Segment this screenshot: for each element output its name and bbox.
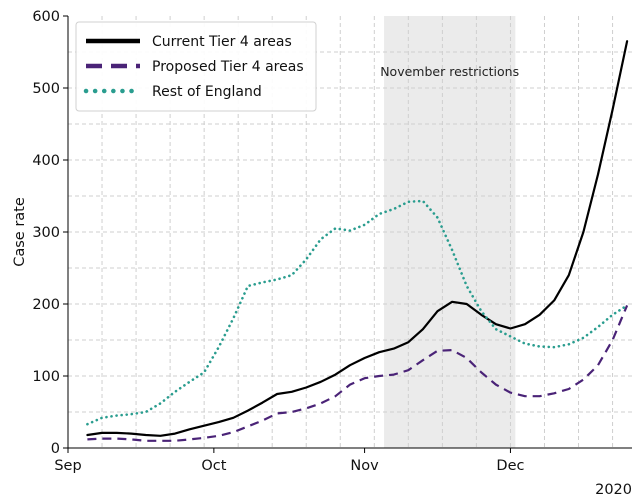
series-line-2 bbox=[87, 304, 629, 442]
legend: Current Tier 4 areas Proposed Tier 4 area… bbox=[75, 21, 317, 112]
annotations: November restrictions bbox=[380, 64, 519, 79]
axes: 0 100 200 300 400 500 600 Sep Oct Nov Dec 2020 Case … bbox=[12, 9, 632, 498]
legend-box bbox=[75, 21, 317, 112]
y-tick-label: 400 bbox=[32, 153, 60, 169]
y-tick-label: 200 bbox=[32, 297, 60, 313]
series-lines bbox=[86, 40, 629, 442]
legend-label-2: Proposed Tier 4 areas bbox=[152, 59, 304, 75]
y-tick-label: 600 bbox=[32, 9, 60, 25]
series-line-3 bbox=[86, 199, 629, 426]
series-line-1 bbox=[86, 40, 629, 437]
legend-label-3: Rest of England bbox=[152, 84, 262, 100]
x-tick-label: Oct bbox=[201, 458, 226, 474]
x-tick-label: Sep bbox=[54, 458, 81, 474]
x-offset-label: 2020 bbox=[595, 482, 632, 498]
y-tick-label: 0 bbox=[51, 441, 60, 457]
x-tick-label: Nov bbox=[350, 458, 379, 474]
shaded-region-label: November restrictions bbox=[380, 64, 519, 79]
x-tick-label: Dec bbox=[496, 458, 524, 474]
y-tick-label: 300 bbox=[32, 225, 60, 241]
legend-label-1: Current Tier 4 areas bbox=[152, 34, 292, 50]
y-axis-title: Case rate bbox=[12, 197, 28, 267]
y-tick-label: 100 bbox=[32, 369, 60, 385]
y-tick-label: 500 bbox=[32, 81, 60, 97]
